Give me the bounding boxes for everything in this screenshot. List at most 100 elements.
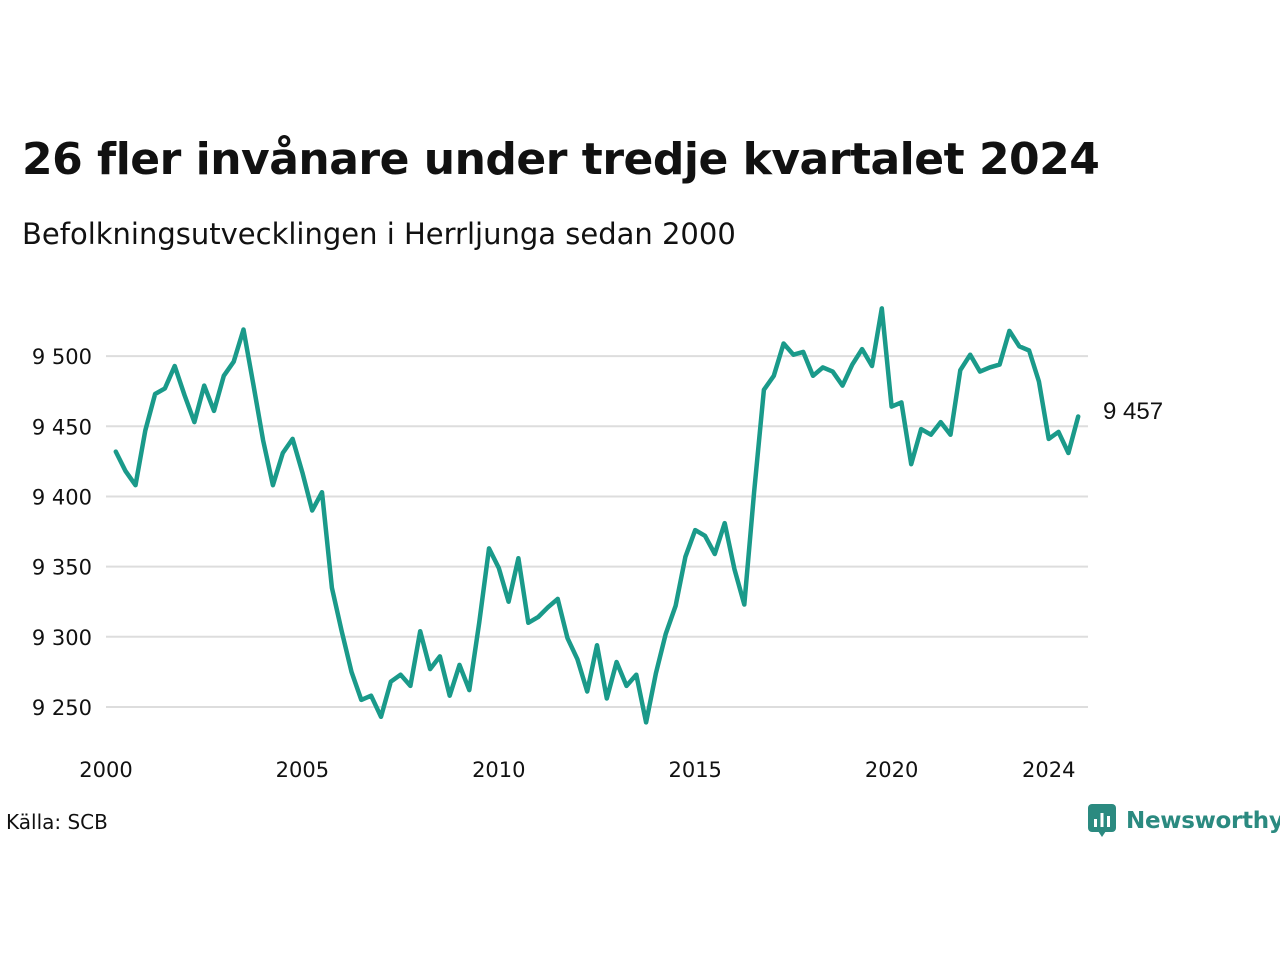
data-point — [320, 490, 324, 494]
data-point — [202, 383, 206, 387]
data-point — [624, 684, 628, 688]
data-point — [997, 362, 1001, 366]
chart-subtitle: Befolkningsutvecklingen i Herrljunga sed… — [22, 217, 736, 251]
data-point — [290, 437, 294, 441]
data-point — [850, 362, 854, 366]
data-point — [693, 528, 697, 532]
data-point — [418, 629, 422, 633]
data-point — [497, 566, 501, 570]
data-point — [939, 420, 943, 424]
y-tick-label: 9 450 — [32, 415, 92, 439]
data-point — [821, 365, 825, 369]
data-point — [1027, 348, 1031, 352]
data-point — [654, 671, 658, 675]
data-point — [546, 605, 550, 609]
data-point — [889, 404, 893, 408]
data-point — [163, 386, 167, 390]
y-tick-label: 9 400 — [32, 485, 92, 509]
series-layer — [113, 306, 1081, 725]
data-point — [860, 347, 864, 351]
data-point — [232, 360, 236, 364]
data-point — [389, 680, 393, 684]
data-point — [605, 696, 609, 700]
data-point — [713, 552, 717, 556]
x-tick-label: 2000 — [79, 758, 132, 782]
data-point — [349, 670, 353, 674]
data-point — [1047, 437, 1051, 441]
gridlines — [106, 355, 1088, 708]
data-point — [114, 449, 118, 453]
data-point — [978, 369, 982, 373]
data-point — [1017, 344, 1021, 348]
data-point — [182, 393, 186, 397]
data-point — [781, 341, 785, 345]
data-point — [369, 694, 373, 698]
data-point — [673, 604, 677, 608]
y-tick-label: 9 300 — [32, 626, 92, 650]
data-point — [428, 667, 432, 671]
x-axis-tick-labels: 2000 2005 2010 2015 2020 2024 — [79, 758, 1075, 782]
y-tick-label: 9 350 — [32, 556, 92, 580]
data-point — [811, 374, 815, 378]
data-point — [762, 388, 766, 392]
data-point — [831, 369, 835, 373]
data-point — [1066, 451, 1070, 455]
data-point — [958, 368, 962, 372]
data-point — [840, 383, 844, 387]
data-point — [448, 694, 452, 698]
data-point — [192, 420, 196, 424]
data-point — [968, 353, 972, 357]
chart-title: 26 fler invånare under tredje kvartalet … — [22, 134, 1100, 185]
data-point — [880, 306, 884, 310]
data-point — [585, 689, 589, 693]
data-point — [988, 365, 992, 369]
data-point — [457, 663, 461, 667]
end-value-label: 9 457 — [1103, 398, 1163, 425]
newsworthy-logo-icon — [1088, 804, 1116, 837]
data-point — [173, 364, 177, 368]
data-point — [1007, 329, 1011, 333]
data-point — [742, 602, 746, 606]
data-point — [723, 521, 727, 525]
series-line — [113, 306, 1081, 725]
data-point — [506, 600, 510, 604]
data-point — [575, 657, 579, 661]
x-tick-label: 2015 — [668, 758, 721, 782]
data-point — [919, 427, 923, 431]
data-point — [1037, 379, 1041, 383]
data-point — [212, 409, 216, 413]
data-point — [251, 382, 255, 386]
data-point — [948, 433, 952, 437]
x-tick-label: 2010 — [472, 758, 525, 782]
brand-logo: Newsworthy — [1088, 804, 1280, 838]
data-point — [634, 673, 638, 677]
data-point — [909, 462, 913, 466]
data-point — [487, 546, 491, 550]
data-point — [408, 684, 412, 688]
data-point — [565, 636, 569, 640]
data-point — [123, 469, 127, 473]
data-point — [300, 470, 304, 474]
x-tick-label: 2020 — [865, 758, 918, 782]
data-point — [526, 621, 530, 625]
data-point — [772, 374, 776, 378]
data-point — [1056, 430, 1060, 434]
data-point — [241, 327, 245, 331]
data-point — [516, 556, 520, 560]
data-point — [536, 615, 540, 619]
data-point — [703, 534, 707, 538]
data-point — [929, 433, 933, 437]
data-point — [310, 508, 314, 512]
y-tick-label: 9 500 — [32, 345, 92, 369]
data-point — [1076, 414, 1080, 418]
data-point — [801, 350, 805, 354]
data-point — [477, 621, 481, 625]
data-point — [791, 353, 795, 357]
data-point — [664, 632, 668, 636]
data-point — [595, 643, 599, 647]
data-point — [222, 374, 226, 378]
x-tick-label: 2024 — [1022, 758, 1075, 782]
data-point — [281, 451, 285, 455]
data-point — [870, 364, 874, 368]
